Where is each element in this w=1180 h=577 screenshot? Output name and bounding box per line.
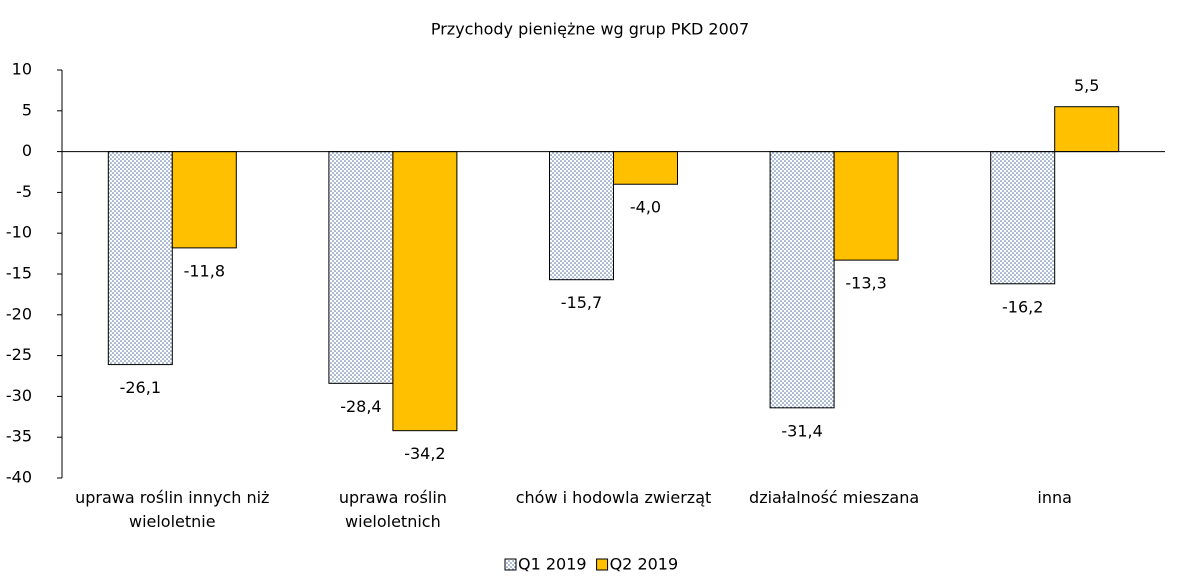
y-tick-label: 10: [12, 60, 32, 79]
data-label: -28,4: [340, 397, 381, 416]
x-tick-label: uprawa roślin innych niż wieloletnie: [75, 488, 270, 531]
data-label: -15,7: [561, 293, 602, 312]
data-label: -34,2: [404, 444, 445, 463]
y-tick-label: -20: [6, 304, 32, 323]
y-tick-label: -25: [6, 345, 32, 364]
bar: [613, 151, 678, 185]
bar: [833, 151, 899, 261]
bar: [392, 151, 458, 432]
y-tick-label: -15: [6, 264, 32, 283]
y-tick-label: -30: [6, 386, 32, 405]
y-tick-label: -40: [6, 468, 32, 487]
legend-label: Q2 2019: [610, 555, 679, 574]
bar: [549, 151, 614, 281]
legend-label: Q1 2019: [518, 555, 587, 574]
y-tick-label: -5: [16, 182, 32, 201]
data-label: -26,1: [120, 378, 161, 397]
y-tick-label: 0: [22, 141, 32, 160]
data-label: -16,2: [1002, 297, 1043, 316]
chart-title: Przychody pieniężne wg grup PKD 2007: [431, 20, 749, 39]
x-tick-label: uprawa roślin wieloletnich: [338, 488, 447, 531]
data-label: -13,3: [845, 274, 886, 293]
x-tick-label: chów i hodowla zwierząt: [515, 488, 712, 507]
bar: [769, 151, 835, 409]
y-tick-label: -10: [6, 223, 32, 242]
y-tick-label: -35: [6, 427, 32, 446]
bar: [171, 151, 237, 249]
data-label: -31,4: [781, 421, 822, 440]
legend-swatch: [596, 558, 609, 571]
x-tick-label: działalność mieszana: [749, 488, 920, 507]
bar: [328, 151, 394, 384]
x-tick-label: inna: [1037, 488, 1072, 507]
legend-swatch: [504, 558, 517, 571]
bar: [990, 151, 1056, 285]
data-label: -11,8: [184, 261, 225, 280]
data-label: 5,5: [1074, 76, 1099, 95]
data-label: -4,0: [630, 198, 661, 217]
y-tick-label: 5: [22, 100, 32, 119]
bar: [107, 151, 173, 366]
bar: [1054, 106, 1120, 153]
